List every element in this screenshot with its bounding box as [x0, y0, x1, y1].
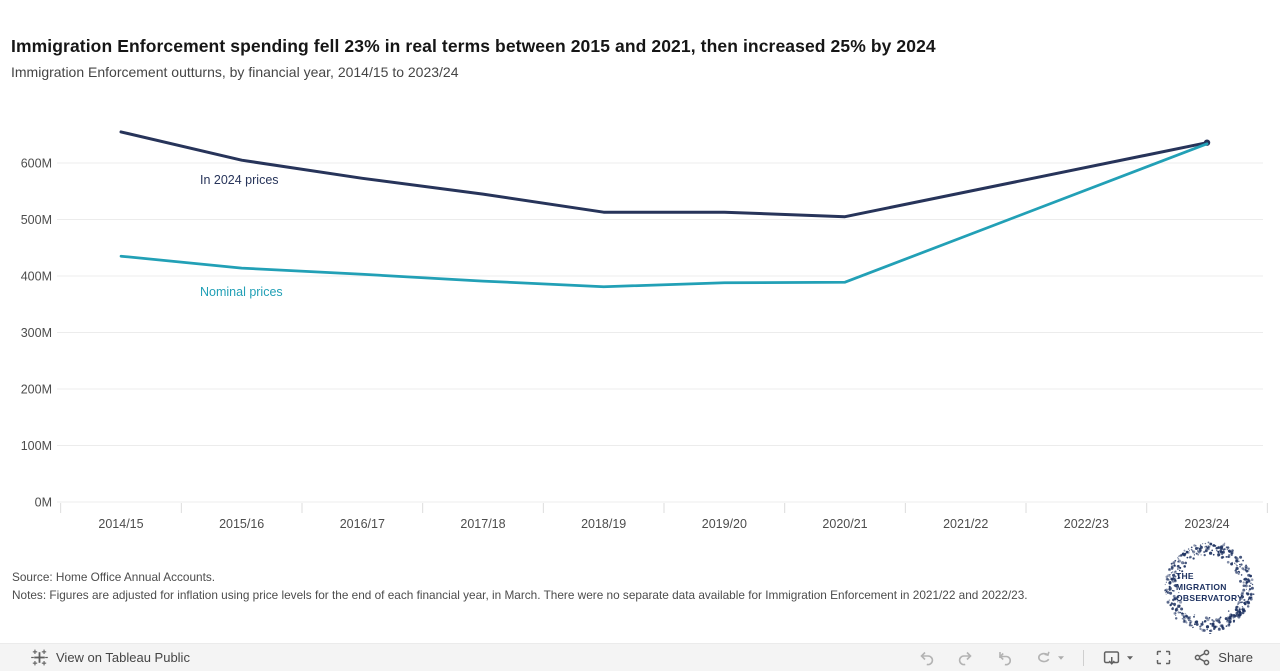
series-line-nominal[interactable] — [119, 142, 1209, 289]
y-axis-tick-label: 600M — [21, 157, 52, 171]
tableau-logo-icon — [31, 649, 48, 666]
x-axis-tick-label: 2020/21 — [822, 517, 867, 531]
fullscreen-icon — [1157, 650, 1171, 665]
chart-subtitle: Immigration Enforcement outturns, by fin… — [11, 64, 459, 80]
x-axis-tick-label: 2022/23 — [1064, 517, 1109, 531]
x-axis-tick-label: 2021/22 — [943, 517, 988, 531]
refresh-button[interactable] — [1024, 644, 1075, 671]
share-label: Share — [1218, 650, 1253, 665]
refresh-caret-icon — [1058, 655, 1065, 660]
x-axis-tick-label: 2016/17 — [340, 517, 385, 531]
footnotes: Notes: Figures are adjusted for inflatio… — [12, 588, 1028, 602]
download-button[interactable] — [1092, 644, 1144, 671]
revert-button[interactable] — [985, 644, 1024, 671]
y-axis-tick-label: 300M — [21, 326, 52, 340]
y-axis-tick-label: 200M — [21, 383, 52, 397]
x-axis-tick-label: 2017/18 — [460, 517, 505, 531]
line-chart[interactable]: 0M 100M 200M 300M 400M 500M 600M 2014/15 2015/16… — [0, 0, 1280, 645]
migration-observatory-logo: THE MIGRATION OBSERVATORY — [1162, 540, 1256, 634]
stippled-ring-icon — [1164, 541, 1255, 634]
redo-icon — [959, 651, 972, 666]
toolbar-separator — [1083, 649, 1085, 666]
y-axis-tick-label: 0M — [35, 496, 52, 510]
view-on-tableau-public-link[interactable]: View on Tableau Public — [31, 649, 190, 666]
redo-button[interactable] — [946, 644, 985, 671]
logo-text: THE MIGRATION OBSERVATORY — [1176, 571, 1244, 603]
share-icon — [1194, 649, 1210, 666]
y-axis-tick-label: 500M — [21, 213, 52, 227]
y-axis-tick-label: 100M — [21, 439, 52, 453]
series-label-nominal-prices: Nominal prices — [200, 285, 283, 299]
chart-title: Immigration Enforcement spending fell 23… — [11, 36, 936, 56]
series-label-real-prices: In 2024 prices — [200, 173, 279, 187]
fullscreen-button[interactable] — [1144, 644, 1183, 671]
download-caret-icon — [1127, 655, 1134, 660]
y-axis-tick-label: 400M — [21, 270, 52, 284]
undo-icon — [920, 651, 934, 666]
x-axis-tick-label: 2018/19 — [581, 517, 626, 531]
view-on-tableau-public-label: View on Tableau Public — [56, 650, 190, 665]
revert-icon — [999, 652, 1012, 666]
refresh-icon — [1038, 651, 1050, 663]
download-device-icon — [1104, 651, 1120, 665]
undo-button[interactable] — [907, 644, 946, 671]
tableau-toolbar: View on Tableau Public — [0, 643, 1280, 671]
series-line-real[interactable] — [119, 130, 1209, 219]
source-note: Source: Home Office Annual Accounts. — [12, 570, 216, 584]
x-axis-tick-label: 2014/15 — [98, 517, 143, 531]
x-axis-tick-label: 2015/16 — [219, 517, 264, 531]
x-axis-tick-label: 2019/20 — [702, 517, 747, 531]
share-button[interactable]: Share — [1183, 644, 1263, 671]
x-axis-tick-label: 2023/24 — [1184, 517, 1229, 531]
